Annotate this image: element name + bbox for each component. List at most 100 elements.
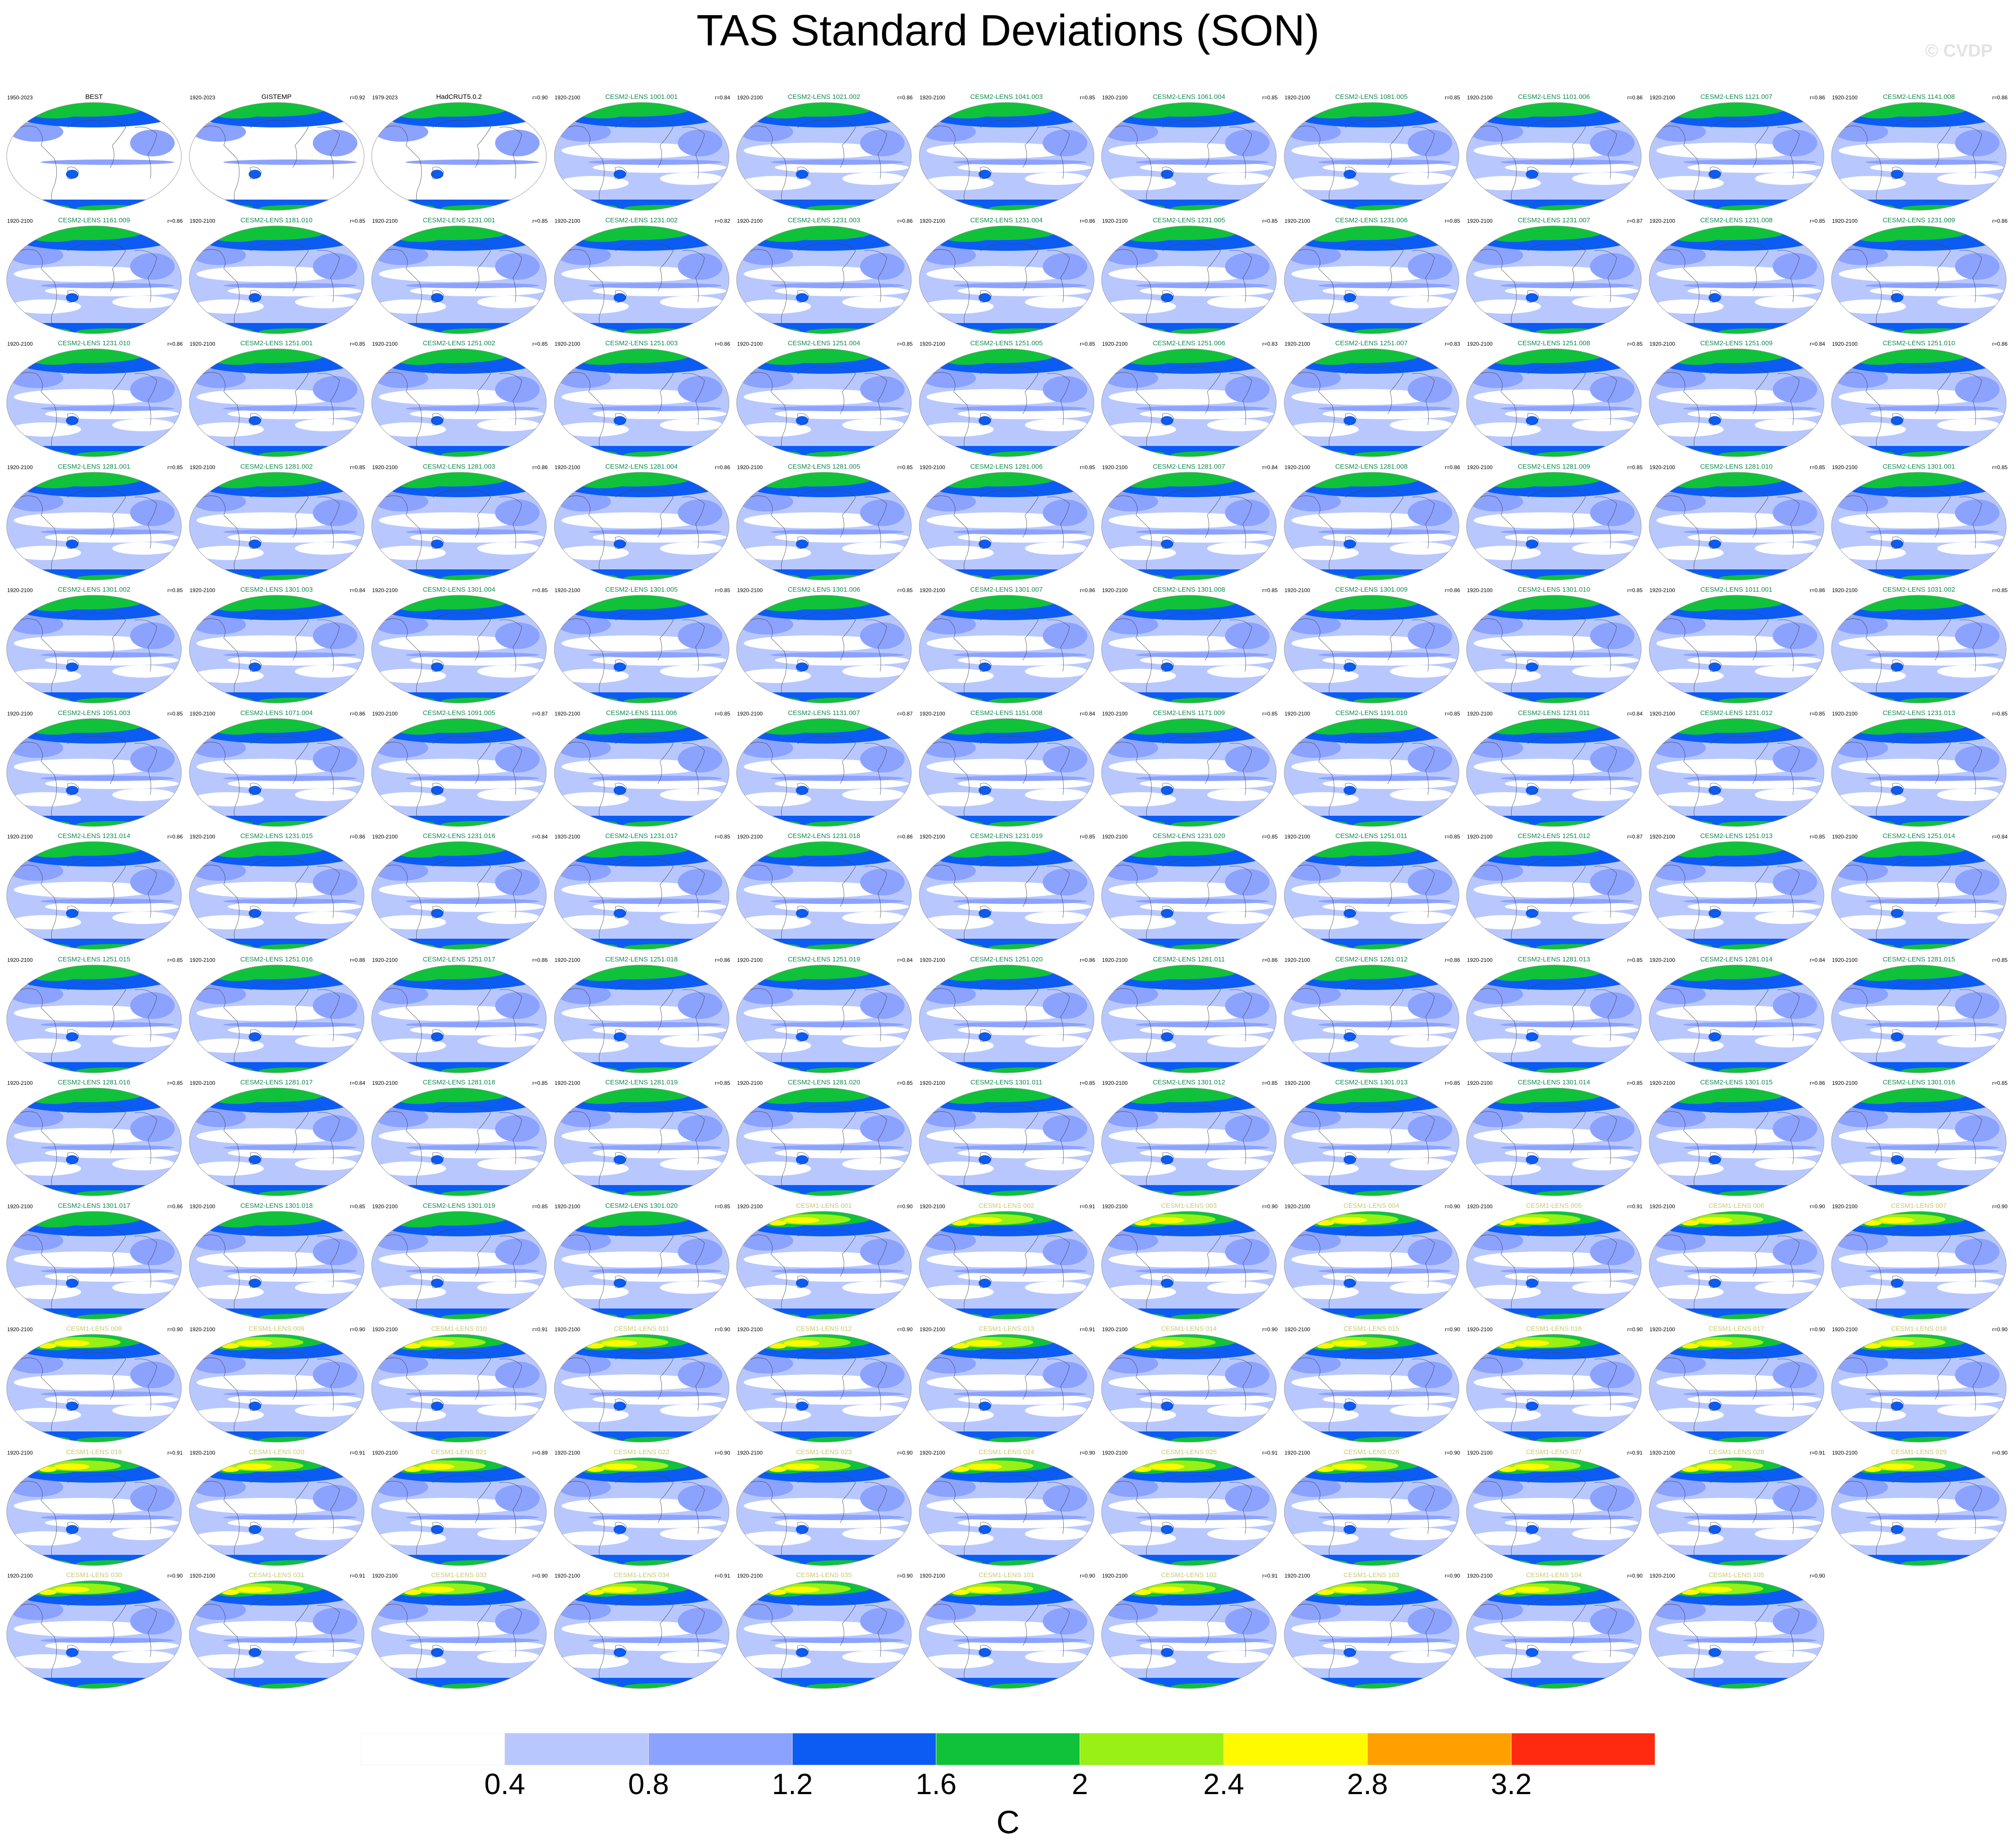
panel-case-name: CESM2-LENS 1051.003 (57, 709, 131, 717)
global-map (189, 348, 364, 457)
global-map (189, 1088, 364, 1196)
panel-period: 1920-2100 (1832, 1326, 1858, 1333)
panel-case-name: CESM2-LENS 1231.015 (240, 832, 313, 840)
panel-pattern-correlation: r=0.85 (1445, 94, 1460, 101)
map-panel: 1920-2100 CESM1-LENS 001 r=0.90 (733, 1202, 915, 1325)
panel-period: 1920-2100 (919, 1573, 945, 1579)
panel-case-name: CESM2-LENS 1281.005 (787, 462, 860, 470)
panel-pattern-correlation: r=0.86 (1810, 1080, 1825, 1086)
map-panel: 1920-2100 CESM2-LENS 1301.020 r=0.85 (550, 1202, 733, 1325)
map-panel: 1920-2100 CESM2-LENS 1281.005 r=0.85 (733, 462, 915, 585)
panel-period: 1979-2023 (372, 94, 398, 101)
global-map (736, 841, 912, 950)
map-panel: 1920-2100 CESM2-LENS 1011.001 r=0.86 (1645, 585, 1828, 708)
panel-pattern-correlation: r=0.86 (1992, 217, 2008, 224)
panel-period: 1920-2100 (737, 1326, 763, 1333)
panel-case-name: CESM2-LENS 1231.006 (1335, 216, 1408, 224)
map-panel: 1920-2100 CESM2-LENS 1301.015 r=0.86 (1645, 1078, 1828, 1201)
figure-title: TAS Standard Deviations (SON) (697, 6, 1319, 55)
map-panel: 1920-2100 CESM1-LENS 023 r=0.90 (733, 1448, 915, 1571)
map-panel: 1920-2100 CESM2-LENS 1251.004 r=0.85 (733, 339, 915, 462)
colorbar-swatch (1367, 1733, 1512, 1765)
panel-period: 1920-2100 (372, 1203, 398, 1210)
global-map (189, 225, 364, 334)
map-panel: 1920-2100 CESM2-LENS 1281.001 r=0.85 (3, 462, 185, 585)
map-panel: 1920-2100 CESM2-LENS 1131.007 r=0.87 (733, 709, 915, 832)
panel-pattern-correlation: r=0.86 (350, 957, 365, 963)
panel-pattern-correlation: r=0.86 (1810, 587, 1825, 593)
panel-period: 1920-2100 (1832, 341, 1858, 347)
global-map (1649, 1088, 1824, 1196)
map-panel: 1920-2100 CESM2-LENS 1301.006 r=0.85 (733, 585, 915, 708)
panel-period: 1920-2100 (737, 587, 763, 593)
panel-case-name: CESM2-LENS 1231.011 (1518, 709, 1590, 717)
panel-pattern-correlation: r=0.84 (1080, 710, 1095, 717)
map-panel: 1920-2100 CESM2-LENS 1281.007 r=0.84 (1098, 462, 1280, 585)
panel-case-name: CESM2-LENS 1031.002 (1882, 586, 1955, 593)
panel-pattern-correlation: r=0.86 (350, 710, 365, 717)
global-map (6, 965, 182, 1073)
panel-case-name: CESM2-LENS 1161.009 (58, 216, 130, 224)
panel-period: 1920-2100 (554, 464, 580, 470)
panel-case-name: CESM2-LENS 1301.001 (1882, 462, 1955, 470)
global-map (919, 1334, 1094, 1443)
panel-period: 1920-2100 (1649, 464, 1675, 470)
global-map (6, 841, 182, 950)
panel-case-name: CESM2-LENS 1251.020 (970, 955, 1043, 963)
panel-period: 1920-2100 (1102, 464, 1128, 470)
global-map (6, 1457, 182, 1566)
panel-pattern-correlation: r=0.86 (1080, 957, 1095, 963)
panel-case-name: CESM1-LENS 022 (613, 1448, 670, 1456)
panel-pattern-correlation: r=0.90 (1810, 1203, 1825, 1210)
panel-case-name: CESM1-LENS 005 (1526, 1202, 1582, 1210)
global-map (1466, 472, 1642, 580)
map-panel: 1920-2100 CESM1-LENS 102 r=0.91 (1098, 1571, 1280, 1694)
panel-period: 1920-2100 (1832, 1080, 1858, 1086)
panel-period: 1920-2100 (1284, 341, 1310, 347)
global-map (371, 1211, 547, 1319)
panel-period: 1920-2100 (737, 1080, 763, 1086)
panel-period: 1920-2100 (7, 464, 33, 470)
panel-pattern-correlation: r=0.85 (350, 217, 365, 224)
panel-pattern-correlation: r=0.85 (1627, 957, 1643, 963)
map-panel: 1920-2100 CESM1-LENS 009 r=0.90 (185, 1325, 368, 1447)
map-panel: 1920-2100 CESM1-LENS 035 r=0.90 (733, 1571, 915, 1694)
panel-period: 1920-2100 (372, 1326, 398, 1333)
map-panel: 1920-2100 CESM2-LENS 1251.002 r=0.85 (368, 339, 550, 462)
global-map (736, 472, 912, 580)
panel-case-name: CESM2-LENS 1281.004 (605, 462, 678, 470)
panel-period: 1920-2100 (1467, 834, 1493, 840)
panel-case-name: CESM1-LENS 025 (1161, 1448, 1217, 1456)
panel-case-name: HadCRUT5.0.2 (436, 93, 482, 101)
panel-period: 1920-2100 (554, 1326, 580, 1333)
map-panel: 1920-2100 CESM2-LENS 1231.011 r=0.84 (1463, 709, 1645, 832)
panel-case-name: CESM2-LENS 1151.008 (970, 709, 1043, 717)
panel-period: 1920-2100 (919, 1203, 945, 1210)
panel-period: 1920-2100 (1832, 587, 1858, 593)
panel-case-name: CESM2-LENS 1251.002 (422, 339, 496, 347)
panel-case-name: CESM1-LENS 009 (248, 1325, 305, 1333)
global-map (1831, 1211, 2007, 1319)
panel-case-name: CESM1-LENS 007 (1891, 1202, 1947, 1210)
panel-case-name: CESM2-LENS 1251.017 (422, 955, 496, 963)
map-panel: 1920-2100 CESM2-LENS 1301.019 r=0.85 (368, 1202, 550, 1325)
global-map (1831, 348, 2007, 457)
map-panel: 1920-2100 CESM2-LENS 1121.007 r=0.86 (1645, 93, 1828, 216)
panel-period: 1920-2100 (1649, 1203, 1675, 1210)
panel-pattern-correlation: r=0.85 (1992, 587, 2008, 593)
panel-case-name: CESM2-LENS 1231.010 (57, 339, 131, 347)
map-panel: 1920-2100 CESM2-LENS 1301.014 r=0.85 (1463, 1078, 1645, 1201)
global-map (1284, 718, 1459, 826)
map-panel: 1920-2100 CESM1-LENS 101 r=0.90 (915, 1571, 1098, 1694)
global-map (736, 1211, 912, 1319)
global-map (1649, 1580, 1824, 1689)
panel-case-name: CESM2-LENS 1231.005 (1152, 216, 1225, 224)
map-panel: 1920-2100 CESM1-LENS 015 r=0.90 (1280, 1325, 1463, 1447)
panel-case-name: CESM2-LENS 1301.009 (1335, 586, 1408, 593)
panel-pattern-correlation: r=0.91 (715, 1573, 730, 1579)
map-panel: 1920-2100 CESM2-LENS 1231.014 r=0.86 (3, 832, 185, 955)
map-panel: 1920-2100 CESM2-LENS 1231.006 r=0.85 (1280, 216, 1463, 339)
global-map (919, 1088, 1094, 1196)
panel-period: 1920-2100 (1649, 217, 1675, 224)
panel-period: 1920-2100 (1467, 1203, 1493, 1210)
